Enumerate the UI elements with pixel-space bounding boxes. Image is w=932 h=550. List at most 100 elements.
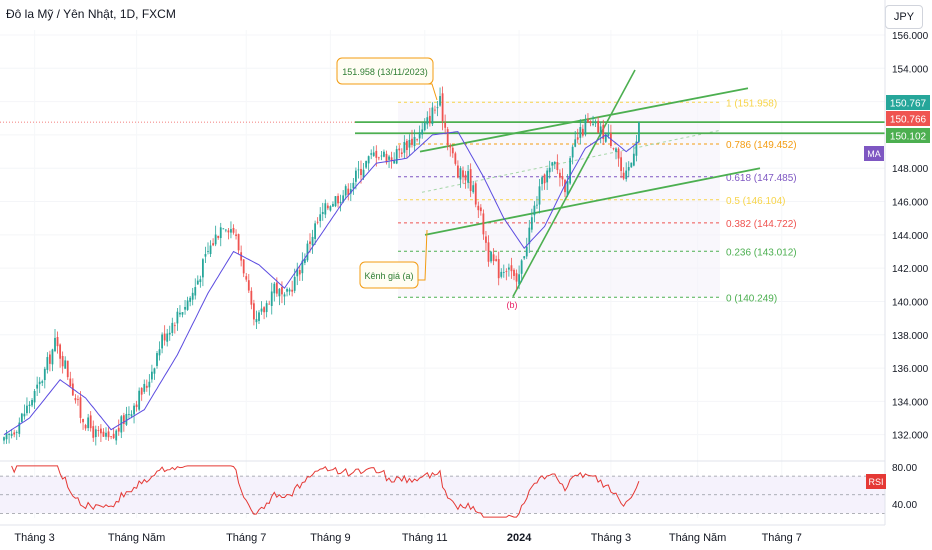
fib-level-label: 0.5 (146.104) [726,196,786,207]
candle-body [33,390,36,403]
candle-body [375,150,378,158]
candle-body [490,251,492,262]
candle-body [26,405,28,414]
candle-body [347,188,350,195]
rsi-band [0,476,885,514]
candle-body [158,349,161,356]
candle-body [548,167,551,173]
candle-body [581,128,584,136]
candle-body [360,168,362,176]
candle-body [20,413,23,422]
price-callout-pointer [425,83,438,101]
ma-badge [864,146,884,161]
candle-body [186,300,189,310]
candle-body [357,169,360,171]
candle-body [293,276,296,291]
price-tick-label: 136.000 [892,364,929,375]
candle-body [250,290,253,305]
candle-body [107,431,110,438]
candle-body [94,429,97,438]
fib-level-label: 0.618 (147.485) [726,173,797,184]
candle-body [38,381,41,385]
candle-body [128,414,130,415]
candle-body [502,272,505,273]
candle-body [352,182,355,189]
candle-body [286,288,288,292]
candle-body [219,227,222,239]
candle-body [324,203,327,215]
price-badge [886,95,930,110]
candle-body [416,139,418,141]
candle-body [380,155,383,157]
fib-level-label: 0.382 (144.722) [726,219,797,230]
candle-body [222,228,225,230]
candle-body [337,195,339,204]
candle-body [622,172,625,179]
price-tick-label: 146.000 [892,198,929,209]
wave-b-label: (b) [507,300,518,310]
candle-body [436,107,439,109]
candle-body [607,133,610,136]
candle-body [102,431,105,437]
price-tick-label: 138.000 [892,331,929,342]
candlesticks [3,86,640,446]
candle-body [370,153,373,155]
candle-body [258,312,260,321]
rsi-tick-label: 80.00 [892,463,917,474]
fib-level-label: 0 (140.249) [726,293,777,304]
candle-body [92,426,95,438]
candle-body [117,427,120,432]
candle-body [482,213,485,235]
price-badge-text: 150.767 [890,99,927,110]
candle-body [18,422,21,434]
candle-body [273,283,276,294]
candle-body [441,93,444,122]
price-tick-label: 144.000 [892,231,929,242]
candle-body [288,289,291,292]
candle-body [235,234,237,236]
candle-body [89,415,92,429]
candle-body [553,162,556,165]
candle-body [140,387,143,395]
candle-body [77,399,79,400]
candle-body [253,303,255,320]
candle-body [184,306,186,310]
candle-body [306,243,309,261]
candle-body [156,353,158,366]
candle-body [163,333,166,341]
candle-body [390,157,393,162]
candle-body [171,322,174,333]
candle-body [28,404,31,406]
candle-body [204,254,207,257]
candle-body [181,312,184,315]
candle-body [227,230,230,233]
candle-body [3,437,5,441]
candle-body [571,146,574,158]
price-tick-label: 156.000 [892,31,929,42]
candle-body [61,355,64,367]
candle-body [153,368,156,374]
candle-body [439,96,441,106]
candle-body [541,177,543,185]
chart-title: Đô la Mỹ / Yên Nhật, 1D, FXCM [6,7,176,21]
candle-body [638,122,640,142]
candle-body [51,349,54,365]
candle-body [179,312,181,315]
price-tick-label: 140.000 [892,297,929,308]
candle-body [604,134,607,142]
candle-body [533,205,536,216]
candle-body [275,282,278,294]
channel-callout-text: Kênh giá (a) [364,271,413,281]
candle-body [232,228,235,233]
candle-body [523,256,526,259]
candle-body [615,148,617,152]
candle-body [214,234,217,245]
candle-body [449,145,452,148]
currency-button[interactable]: JPY [885,5,923,29]
time-tick-label: Tháng 9 [310,532,350,544]
candle-body [334,196,337,207]
candle-body [133,405,135,415]
time-tick-label: Tháng 3 [591,532,631,544]
candle-body [166,333,169,342]
